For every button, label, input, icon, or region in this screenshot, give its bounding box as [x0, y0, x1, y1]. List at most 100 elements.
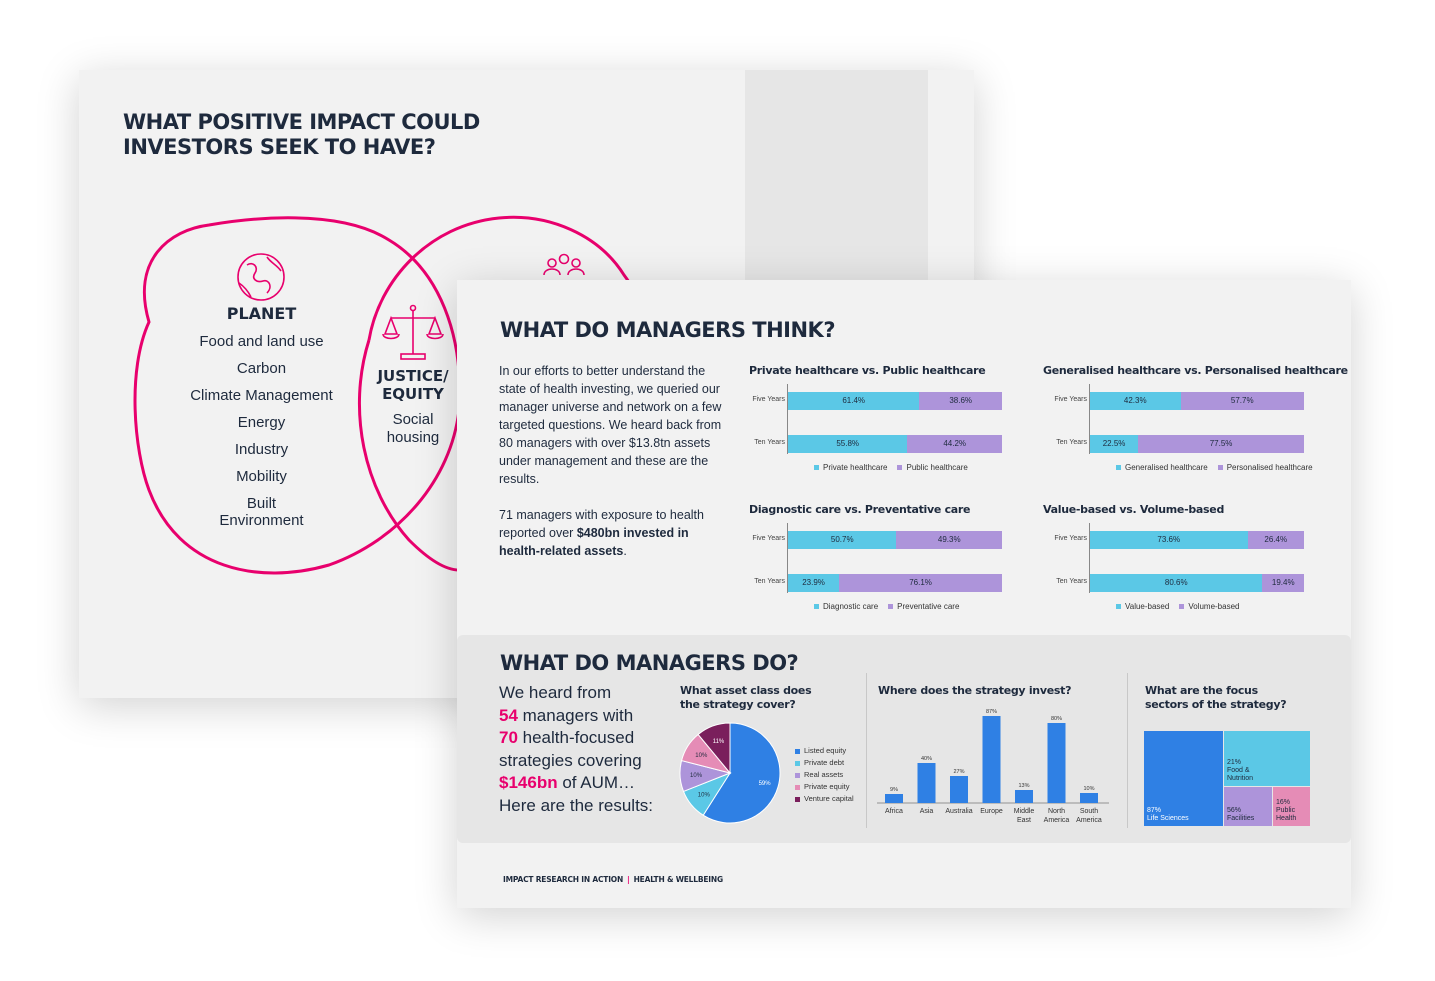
legend-label: Personalised healthcare	[1226, 463, 1313, 472]
divider-2	[1127, 673, 1128, 828]
geo-category-label: North	[1048, 808, 1065, 815]
legend-entry: Preventative care	[888, 602, 959, 611]
legend-entry: Personalised healthcare	[1217, 463, 1313, 472]
intro-p2-end: .	[623, 544, 627, 558]
intro-paragraph-2: 71 managers with exposure to health repo…	[499, 506, 727, 560]
chart-2-axis	[1089, 384, 1090, 454]
legend-swatch	[814, 604, 819, 610]
chart-4-row-1: Five Years 73.6% 26.4%	[1051, 531, 1321, 549]
justice-block: JUSTICE/ EQUITY Social housing	[367, 367, 459, 447]
do-text-line-4: of AUM…	[557, 773, 636, 792]
back-page-title: WHAT POSITIVE IMPACT COULD INVESTORS SEE…	[123, 110, 543, 160]
geo-bar	[1047, 723, 1066, 803]
chart-3-diagnostic-preventative: Five Years 50.7% 49.3% Ten Years 23.9% 76.1% D…	[749, 523, 1019, 649]
intro-paragraph-1: In our efforts to better understand the …	[499, 364, 722, 486]
geo-category-label: Middle	[1014, 808, 1035, 815]
intro-p2-bold: $480bn invested in health-related assets	[499, 526, 689, 558]
treemap-title: What are the focus sectors of the strate…	[1145, 684, 1287, 712]
geo-category-label: South	[1080, 808, 1098, 815]
divider-1	[866, 673, 867, 828]
chart-2-bar-segment: 57.7%	[1180, 392, 1304, 410]
sector-treemap: 87% Life Sciences 21% Food & Nutrition 5…	[1144, 731, 1310, 826]
geo-bar	[885, 794, 903, 803]
people-group-icon	[543, 253, 585, 276]
geo-category-label: East	[1017, 817, 1031, 824]
legend-entry: Generalised healthcare	[1116, 463, 1208, 472]
geo-bar-value-label: 27%	[953, 769, 964, 775]
treemap-cell-public-health: 16% Public Health	[1273, 787, 1310, 826]
treemap-public-health-value: 16%	[1276, 799, 1291, 806]
chart-1-bar-segment: 61.4%	[788, 392, 920, 410]
chart-2-row-label: Five Years	[1054, 396, 1087, 403]
treemap-life-sciences-name: Life Sciences	[1147, 815, 1189, 822]
do-strategies-count: 70	[499, 728, 518, 747]
front-page: WHAT DO MANAGERS THINK? In our efforts t…	[457, 280, 1351, 908]
pie-legend-label: Private equity	[804, 782, 850, 791]
pie-legend-swatch	[795, 784, 800, 790]
chart-2-row-2: Ten Years 22.5% 77.5%	[1051, 435, 1321, 453]
chart-3-bar-segment: 50.7%	[788, 531, 897, 549]
treemap-public-health-name-1: Public	[1276, 807, 1296, 814]
geo-bar-value-label: 10%	[1083, 786, 1094, 792]
chart-1-private-public: Five Years 61.4% 38.6% Ten Years 55.8% 44.2% P…	[749, 384, 1019, 510]
pie-title-line-1: What asset class does	[680, 684, 812, 697]
chart-2-bar-segment: 42.3%	[1090, 392, 1181, 410]
legend-label: Public healthcare	[906, 463, 968, 472]
treemap-food-name-1: Food &	[1227, 767, 1250, 774]
legend-label: Private healthcare	[823, 463, 888, 472]
planet-item-climate: Climate Management	[190, 387, 333, 404]
planet-item-energy: Energy	[237, 414, 286, 431]
legend-entry: Public healthcare	[897, 463, 968, 472]
chart-4-axis	[1089, 523, 1090, 593]
geo-chart-title: Where does the strategy invest?	[878, 684, 1072, 697]
planet-item-industry: Industry	[234, 441, 289, 458]
legend-swatch	[888, 604, 894, 610]
chart-1-title: Private healthcare vs. Public healthcare	[749, 364, 986, 377]
pie-legend-entry: Listed equity	[795, 745, 854, 757]
treemap-public-health-name-2: Health	[1276, 815, 1297, 822]
legend-label: Volume-based	[1188, 602, 1240, 611]
chart-3-bar-segment: 49.3%	[896, 531, 1002, 549]
geo-category-label: America	[1076, 817, 1102, 824]
treemap-cell-facilities: 56% Facilities	[1224, 787, 1272, 826]
chart-1-axis	[787, 384, 788, 454]
back-title-line-1: WHAT POSITIVE IMPACT COULD	[123, 110, 480, 134]
pie-slice-listed-equity	[702, 722, 781, 824]
geography-bar-chart: 9% Africa 40% Asia 27% Australia 87% Europe 13% M…	[877, 709, 1109, 824]
chart-3-legend: Diagnostic care Preventative care	[814, 602, 969, 611]
geo-bar	[982, 716, 1001, 803]
legend-swatch	[814, 465, 819, 471]
chart-2-generalised-personalised: Five Years 42.3% 57.7% Ten Years 22.5% 77.5% G…	[1051, 384, 1321, 510]
legend-entry: Volume-based	[1179, 602, 1239, 611]
treemap-life-sciences-value: 87%	[1147, 807, 1162, 814]
pie-legend-swatch	[795, 748, 800, 754]
chart-4-legend: Value-based Volume-based	[1116, 602, 1249, 611]
geo-bar-value-label: 80%	[1051, 716, 1062, 722]
treemap-facilities-value: 56%	[1227, 807, 1242, 814]
do-text-line-5: Here are the results:	[499, 795, 654, 815]
pie-legend-entry: Private equity	[795, 781, 854, 793]
treemap-facilities-name: Facilities	[1227, 815, 1255, 822]
pie-legend-swatch	[795, 772, 800, 778]
justice-title-line-2: EQUITY	[382, 385, 444, 403]
legend-swatch	[1116, 604, 1121, 610]
geo-bar	[950, 776, 968, 803]
pie-legend-label: Real assets	[804, 770, 844, 779]
intro-p2-start: 71 managers with exposure to health repo…	[499, 508, 704, 540]
chart-3-title: Diagnostic care vs. Preventative care	[749, 503, 971, 516]
chart-1-bar-segment: 44.2%	[907, 435, 1002, 453]
legend-label: Diagnostic care	[823, 602, 879, 611]
treemap-cell-life-sciences: 87% Life Sciences	[1144, 731, 1223, 826]
legend-entry: Diagnostic care	[814, 602, 878, 611]
chart-4-bar-segment: 73.6%	[1090, 531, 1248, 549]
back-title-line-2: INVESTORS SEEK TO HAVE?	[123, 135, 436, 159]
back-page-side-strip	[745, 70, 928, 290]
chart-3-row-2: Ten Years 23.9% 76.1%	[749, 574, 1019, 592]
chart-4-bar-segment: 26.4%	[1247, 531, 1304, 549]
geo-bar-value-label: 40%	[921, 756, 932, 762]
legend-swatch	[1179, 604, 1185, 610]
chart-3-row-label: Ten Years	[754, 578, 785, 585]
pie-legend-entry: Real assets	[795, 769, 854, 781]
geo-bar-value-label: 13%	[1018, 783, 1029, 789]
chart-4-bar-segment: 80.6%	[1090, 574, 1263, 592]
